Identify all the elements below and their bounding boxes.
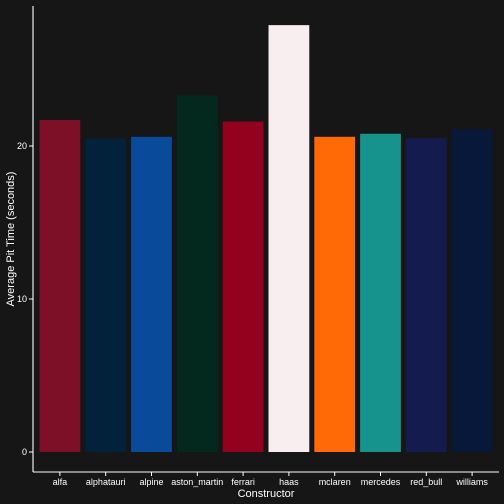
x-tick-label: alphatauri <box>86 477 126 487</box>
bar-alfa <box>39 119 81 453</box>
x-axis-title: Constructor <box>238 488 295 500</box>
bar-red_bull <box>405 138 447 452</box>
x-tick-label: alfa <box>53 477 68 487</box>
x-tick-label: red_bull <box>410 477 442 487</box>
bar-ferrari <box>222 121 264 453</box>
bar-haas <box>268 25 310 452</box>
x-tick-label: mclaren <box>319 477 351 487</box>
y-tick-label: 10 <box>17 294 27 304</box>
x-tick-label: aston_martin <box>171 477 223 487</box>
bar-mclaren <box>314 136 356 452</box>
x-tick-label: alpine <box>139 477 163 487</box>
x-tick-label: haas <box>279 477 299 487</box>
bar-williams <box>451 129 493 453</box>
x-tick-label: mercedes <box>361 477 401 487</box>
bar-aston_martin <box>176 95 218 452</box>
bar-alpine <box>131 136 172 452</box>
y-tick-label: 20 <box>17 141 27 151</box>
y-axis-ticks: 0 10 20 <box>17 141 33 457</box>
x-axis-ticks: alfa alphatauri alpine aston_martin ferrari h… <box>53 472 488 487</box>
x-tick-label: ferrari <box>231 477 255 487</box>
bars-layer <box>39 25 493 453</box>
bar-alphatauri <box>85 138 127 452</box>
y-axis-title: Average Pit Time (seconds) <box>5 172 17 307</box>
bar-mercedes <box>360 133 401 452</box>
x-tick-label: williams <box>455 477 488 487</box>
y-tick-label: 0 <box>22 447 27 457</box>
